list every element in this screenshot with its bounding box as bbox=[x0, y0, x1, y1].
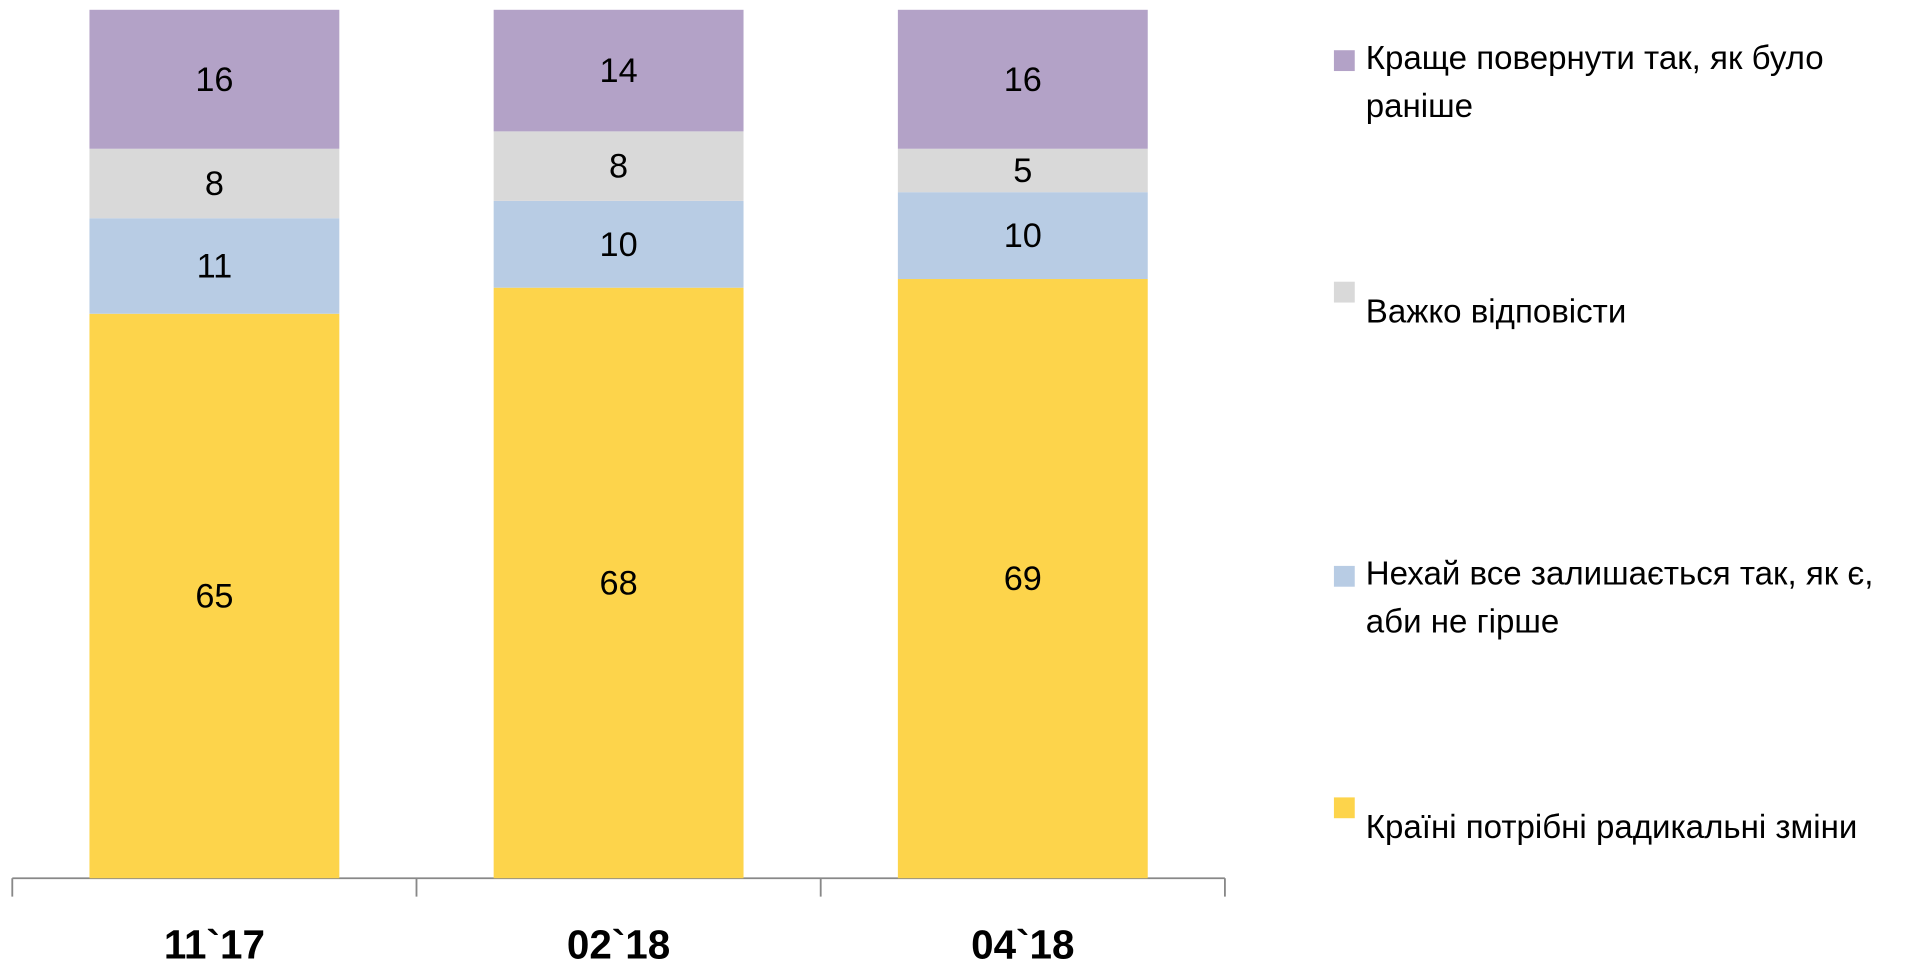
bar-segment bbox=[89, 313, 340, 879]
value-label: 14 bbox=[600, 52, 638, 90]
bar-segment bbox=[897, 9, 1148, 149]
bar-segment bbox=[493, 287, 744, 879]
legend-swatch bbox=[1333, 797, 1355, 819]
bar-segment bbox=[897, 192, 1148, 280]
legend-label: Краще повернути так, як було раніше bbox=[1366, 40, 1824, 125]
value-label: 16 bbox=[195, 61, 233, 99]
value-label: 68 bbox=[600, 564, 638, 602]
x-tick-label: 11`17 bbox=[164, 922, 265, 968]
value-label: 10 bbox=[600, 226, 638, 264]
legend-label: Країні потрібні радикальні зміни bbox=[1366, 809, 1858, 846]
bar-segment bbox=[89, 218, 340, 314]
x-tick-label: 04`18 bbox=[971, 922, 1074, 968]
value-label: 5 bbox=[1013, 152, 1032, 190]
value-label: 8 bbox=[609, 148, 628, 186]
legend-swatch bbox=[1333, 565, 1355, 587]
bar-segment bbox=[493, 9, 744, 132]
value-label: 11 bbox=[197, 247, 233, 285]
x-tick-label: 02`18 bbox=[567, 922, 670, 968]
bar-segment bbox=[493, 200, 744, 288]
bar-segment bbox=[89, 148, 340, 219]
bar-segment bbox=[897, 148, 1148, 193]
value-label: 10 bbox=[1004, 217, 1042, 255]
legend-label: Нехай все залишається так, як є, аби не г… bbox=[1366, 555, 1874, 640]
value-label: 16 bbox=[1004, 61, 1042, 99]
value-label: 69 bbox=[1004, 560, 1042, 598]
legend-label: Важко відповісти bbox=[1366, 293, 1627, 330]
bar-segment bbox=[897, 279, 1148, 879]
bar-segment bbox=[89, 9, 340, 149]
legend-swatch bbox=[1333, 281, 1355, 303]
value-label: 8 bbox=[205, 165, 224, 203]
bar-segment bbox=[493, 131, 744, 201]
value-label: 65 bbox=[195, 578, 233, 616]
legend-swatch bbox=[1333, 50, 1355, 72]
